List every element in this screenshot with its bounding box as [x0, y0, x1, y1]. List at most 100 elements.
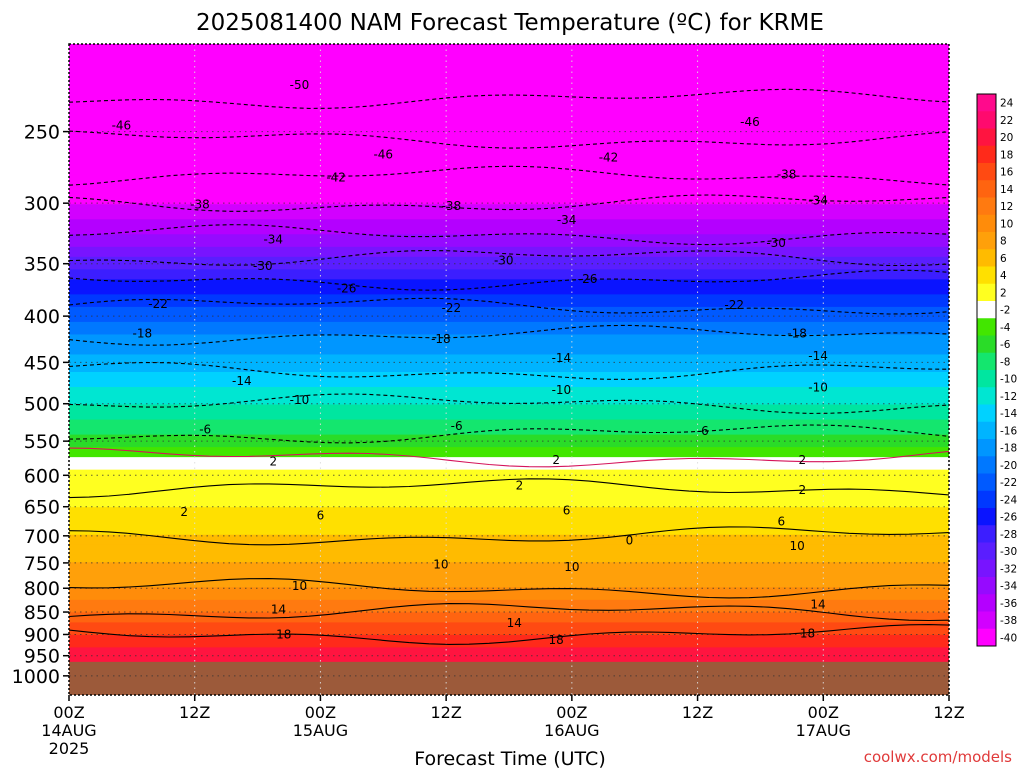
isotherm-labels: -50 -46 -46 -46 -42 -42 -38 -38 -38 -34 -34 -34 -30 -…: [112, 78, 828, 647]
y-tick-label: 600: [24, 465, 60, 487]
isotherm-label: -42: [326, 170, 346, 184]
y-tick-label: 300: [24, 193, 60, 215]
chart-title: 2025081400 NAM Forecast Temperature (ºC)…: [196, 10, 824, 36]
ground-below-surface: [69, 661, 949, 695]
isotherm-label: 6: [778, 515, 786, 529]
isotherm-line: [69, 165, 949, 186]
colorbar-label: -26: [1000, 512, 1017, 524]
colorbar-swatch: [977, 439, 996, 457]
colorbar-swatch: [977, 559, 996, 578]
y-tick-label: 1000: [12, 666, 60, 688]
y-tick-label: 700: [24, 526, 60, 548]
x-tick-date: 14AUG: [41, 721, 96, 740]
isotherm-label: 10: [564, 560, 579, 574]
colorbar-swatch: [977, 525, 996, 543]
isotherm-line: [69, 578, 949, 599]
colorbar-label: -10: [1000, 374, 1017, 386]
colorbar-swatch: [977, 352, 996, 371]
isotherm-label: -14: [232, 374, 252, 388]
isotherm-label: -18: [133, 326, 153, 340]
colorbar-label: 24: [1000, 98, 1014, 110]
colorbar-swatch: [977, 197, 996, 216]
isotherm-label: -38: [442, 199, 462, 213]
colorbar-swatch: [977, 370, 996, 388]
colorbar-swatch: [977, 577, 996, 595]
isotherm-label: 2: [269, 454, 277, 468]
colorbar-swatch: [977, 94, 996, 112]
colorbar-swatch: [977, 490, 996, 509]
colorbar-label: -22: [1000, 477, 1017, 489]
isotherm-label: -46: [740, 115, 760, 129]
isotherm-label: -14: [552, 351, 572, 365]
colorbar-swatch: [977, 214, 996, 233]
colorbar-label: -40: [1000, 632, 1017, 644]
y-tick-label: 800: [24, 578, 60, 600]
colorbar-label: 12: [1000, 201, 1013, 213]
colorbar-label: -34: [1000, 581, 1017, 593]
x-tick-label: 00Z: [808, 703, 839, 722]
isotherm-line: [69, 526, 949, 546]
colorbar-swatch: [977, 594, 996, 612]
isotherm-label: -26: [337, 282, 357, 296]
colorbar-swatch: [977, 611, 996, 630]
isotherm-label: -6: [697, 424, 709, 438]
x-tick-label: 12Z: [179, 703, 210, 722]
isotherm-label: 10: [433, 557, 448, 571]
isotherm-label: -42: [599, 150, 619, 164]
colorbar-swatch: [977, 335, 996, 354]
colorbar-swatch: [977, 473, 996, 492]
isotherm-label: -10: [808, 381, 828, 395]
colorbar-swatch: [977, 145, 996, 164]
y-tick-label: 450: [24, 352, 60, 374]
y-tick-label: 850: [24, 602, 60, 624]
colorbar-label: -38: [1000, 615, 1017, 627]
isotherm-label: -14: [808, 349, 828, 363]
isotherm-line: [69, 361, 949, 380]
colorbar-swatch: [977, 283, 996, 302]
x-tick-label: 00Z: [305, 703, 336, 722]
isotherm-label: 2: [799, 483, 807, 497]
grid-lines: [69, 44, 949, 695]
isotherm-line: [69, 624, 949, 645]
colorbar-swatch: [977, 266, 996, 285]
colorbar-swatch: [977, 421, 996, 440]
x-tick-label: 00Z: [53, 703, 84, 722]
isotherm-label: 14: [507, 616, 522, 630]
colorbar-swatch: [977, 249, 996, 267]
x-tick-date: 16AUG: [544, 721, 599, 740]
colorbar-label: -2: [1000, 305, 1010, 317]
isotherm-label: 2: [552, 453, 560, 467]
y-tick-label: 900: [24, 624, 60, 646]
isotherm-label: -10: [552, 383, 572, 397]
isotherm-label: 10: [292, 579, 307, 593]
y-tick-label: 550: [24, 431, 60, 453]
colorbar-label: -36: [1000, 598, 1017, 610]
credit-link[interactable]: coolwx.com/models: [864, 748, 1012, 766]
isotherm-line: [69, 224, 949, 246]
isotherm-line: [69, 603, 949, 622]
colorbar-label: 6: [1000, 253, 1007, 265]
isotherm-label: -18: [787, 326, 807, 340]
colorbar-label: -6: [1000, 339, 1011, 351]
y-tick-label: 250: [24, 122, 60, 144]
colorbar-label: -20: [1000, 460, 1017, 472]
colorbar-label: 18: [1000, 149, 1013, 161]
isotherm-label: 18: [276, 627, 291, 641]
x-tick-date: 17AUG: [796, 721, 851, 740]
y-tick-label: 350: [24, 254, 60, 276]
isotherm-label: 6: [317, 509, 325, 523]
x-tick-label: 12Z: [682, 703, 713, 722]
isotherm-lines: [69, 88, 949, 645]
isotherm-label: -30: [494, 253, 514, 267]
plot-frame: [68, 43, 950, 696]
isotherm-label: -50: [290, 78, 310, 92]
colorbar-swatch: [977, 232, 996, 250]
colorbar-label: 10: [1000, 218, 1013, 230]
colorbar-swatch: [977, 128, 996, 147]
y-tick-label: 500: [24, 394, 60, 416]
y-tick-label: 400: [24, 306, 60, 328]
isotherm-label: -46: [112, 118, 132, 132]
colorbar-swatch: [977, 111, 996, 129]
colorbar-label: 4: [1000, 270, 1007, 282]
